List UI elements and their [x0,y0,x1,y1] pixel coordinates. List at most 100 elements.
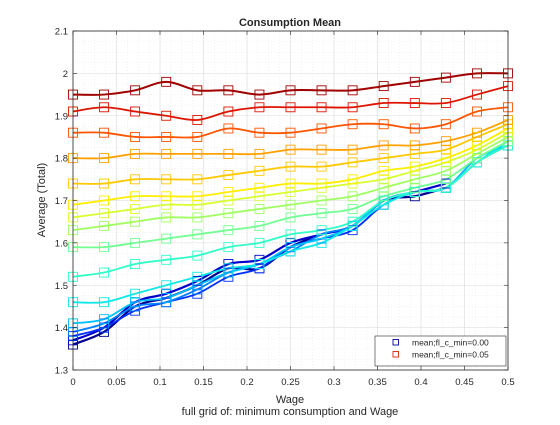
y-tick-label: 1.4 [55,323,68,334]
series-8-point [440,165,451,176]
series-15-point [316,85,327,96]
y-tick-label: 1.8 [55,154,68,165]
series-8-point [285,199,296,210]
series-11-point [409,148,420,159]
series-12-point [254,148,265,159]
series-line-14 [72,85,509,121]
series-14-point [254,102,265,113]
series-11-point [254,165,265,176]
series-15-point [378,81,389,92]
series-7-point [440,174,451,185]
series-5-point [192,271,203,282]
series-8-point [99,220,110,231]
series-9-point [130,204,141,214]
legend: mean;fl_c_min=0.00 mean;fl_c_min=0.05 [374,335,507,367]
series-8-point [192,212,203,223]
y-tick-label: 1.3 [55,366,68,377]
series-8-point [316,195,327,206]
y-axis-label: Average (Total) [36,163,48,237]
series-6-point [440,182,451,193]
series-9-point [285,187,296,197]
series-11-point [99,178,110,189]
series-10-point [378,165,389,176]
series-12-point [440,136,451,147]
series-5-point [254,259,265,270]
series-4-point [130,297,141,308]
series-15-point [223,85,234,96]
x-tick-label: 0.05 [107,377,126,388]
series-5-point [99,297,110,308]
series-7-point [285,212,296,223]
x-tick-label: 0.4 [414,377,427,388]
series-line-11 [72,123,509,185]
series-8-point [347,191,358,202]
series-15-point [440,72,451,83]
series-line-13 [72,106,509,139]
series-14-point [440,98,451,108]
series-13-point [192,131,203,142]
x-axis-label: Wage [276,394,304,406]
series-6-point [223,242,234,253]
series-line-8 [72,136,509,232]
series-15-point [192,85,203,96]
series-10-point [161,191,172,202]
series-7-point [347,204,358,214]
chart-title: Consumption Mean [239,17,341,29]
series-12-point [378,140,389,151]
series-14-point [130,106,141,117]
series-9-point [254,191,265,202]
series-14-point [285,102,296,113]
series-8-point [223,208,234,219]
series-8-point [409,174,420,185]
y-tick-label: 2.1 [55,27,68,38]
series-10-point [285,178,296,189]
series-14-point [192,115,203,125]
y-tick-label: 1.9 [55,111,68,122]
series-5-point [285,246,296,257]
x-tick-label: 0.45 [455,377,474,388]
series-6-point [285,229,296,240]
series-8-point [254,204,265,214]
series-14-point [471,89,482,100]
series-12-point [285,144,296,155]
series-12-point [223,148,234,159]
series-10-point [440,153,451,164]
x-tick-label: 0.1 [153,377,166,388]
series-13-point [130,131,141,142]
series-10-point [254,182,265,193]
series-15-point [130,85,141,96]
x-axis-ticks: 0 0.05 0.1 0.15 0.2 0.25 0.3 0.35 0.4 0.45 0.5 [70,31,515,388]
series-line-15 [72,72,509,96]
series-7-point [316,208,327,219]
series-10-point [316,178,327,189]
series-14-point [347,102,358,113]
series-6-point [161,254,172,265]
series-8-point [130,216,141,227]
series-5-point [223,263,234,274]
series-15-point [409,76,420,87]
series-15-point [471,68,482,79]
figure-footer: full grid of: minimum consumption and Wa… [182,406,399,418]
series-11-point [316,161,327,172]
series-12-point [316,144,327,155]
series-9-point [378,174,389,185]
series-line-12 [72,119,509,160]
series-15-point [254,89,265,100]
x-tick-label: 0 [70,377,75,388]
series-7-point [254,220,265,231]
series-15-point [99,89,110,100]
series-13-point [254,127,265,138]
series-9-point [99,208,110,219]
series-14-point [99,102,110,113]
series-8-point [378,182,389,193]
series-13-point [378,119,389,130]
series-15-point [347,85,358,96]
series-11-point [161,174,172,185]
x-tick-label: 0.2 [240,377,253,388]
series-11-point [130,174,141,185]
y-tick-label: 1.6 [55,238,68,249]
legend-marker-1 [392,351,399,358]
series-11-point [440,144,451,155]
series-6-point [192,250,203,261]
